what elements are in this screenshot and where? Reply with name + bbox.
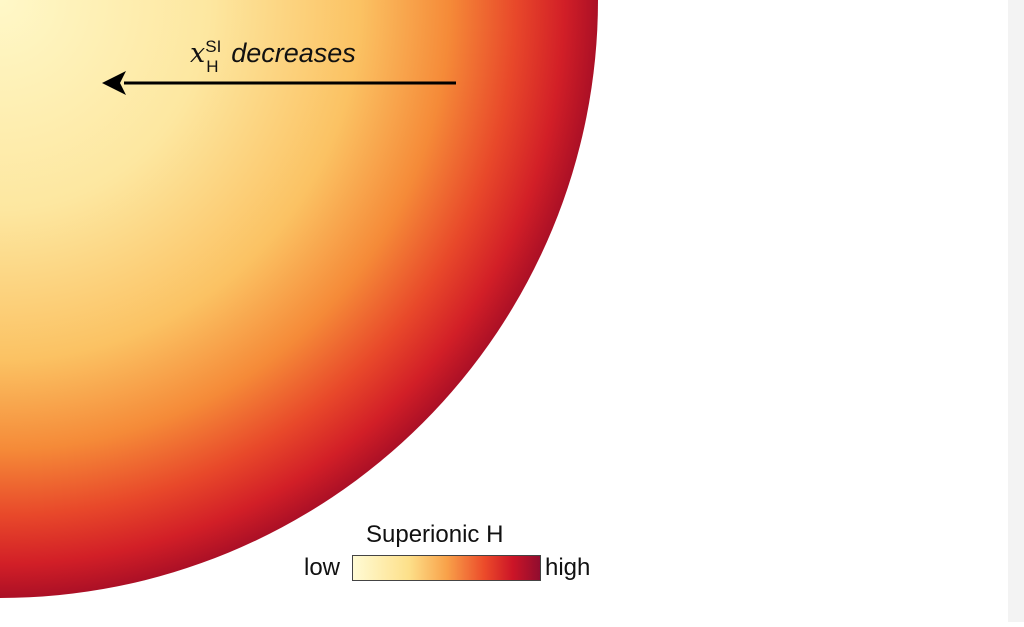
legend-colorbar [352, 555, 541, 581]
legend-title: Superionic H [366, 521, 504, 548]
right-edge-strip [1008, 0, 1024, 622]
legend-colorbar-fill [352, 555, 541, 581]
arrow-label-text: decreases [231, 38, 356, 68]
planet-quarter-disk [0, 0, 598, 598]
arrow-label-variable: x [190, 38, 206, 69]
arrow-label-indices: SI H [205, 36, 227, 76]
legend-high-label: high [545, 554, 591, 581]
legend-low-label: low [304, 554, 341, 581]
arrow-label-superscript: SI [205, 36, 222, 56]
arrow-label-subscript: H [206, 56, 219, 76]
arrow-head [102, 71, 126, 95]
